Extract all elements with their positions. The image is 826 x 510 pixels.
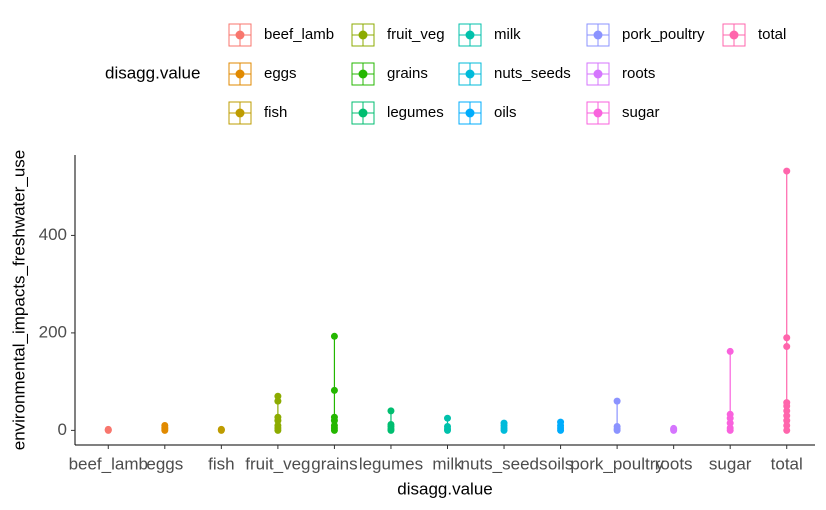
y-axis-label: environmental_impacts_freshwater_use [9,150,28,451]
point [783,417,791,425]
point [217,425,225,433]
point [330,386,338,394]
legend-label: oils [494,104,517,121]
legend-key-point [465,108,475,118]
x-tick-label: fruit_veg [245,454,310,473]
legend-title: disagg.value [105,63,200,82]
legend-key-point [358,69,368,79]
legend-label: grains [387,65,428,82]
x-tick-label: milk [432,454,463,473]
point [783,412,791,420]
legend-label: beef_lamb [264,26,334,43]
point [387,407,395,415]
x-tick-label: oils [548,454,574,473]
legend-label: sugar [622,104,660,121]
point [783,399,791,407]
y-tick-label: 400 [39,225,67,244]
legend-key-point [358,30,368,40]
x-tick-label: roots [655,454,693,473]
x-tick-label: pork_poultry [570,454,664,473]
point [783,422,791,430]
legend-key-point [235,69,245,79]
point [783,343,791,351]
x-tick-label: total [771,454,803,473]
legend-label: fruit_veg [387,26,445,43]
legend-key-point [465,30,475,40]
legend-label: total [758,26,786,43]
point [330,422,338,430]
legend-key-point [729,30,739,40]
legend-label: legumes [387,104,444,121]
point [330,413,338,421]
point [104,425,112,433]
point [500,419,508,427]
legend-label: nuts_seeds [494,65,571,82]
point [274,422,282,430]
point [783,167,791,175]
x-tick-label: sugar [709,454,752,473]
x-tick-label: legumes [359,454,423,473]
x-tick-label: fish [208,454,234,473]
legend-label: eggs [264,65,297,82]
legend-key-point [358,108,368,118]
legend-label: fish [264,104,287,121]
point [613,422,621,430]
point [726,410,734,418]
legend-label: roots [622,65,655,82]
point [444,422,451,430]
legend-key-point [593,30,603,40]
legend-label: pork_poultry [622,26,705,43]
point [274,397,282,405]
point [783,407,791,415]
point [783,334,791,342]
point [330,332,338,340]
x-tick-label: nuts_seeds [461,454,548,473]
point [557,418,565,426]
point [670,424,678,432]
point [444,414,451,422]
point [613,397,621,405]
point [726,424,734,432]
x-tick-label: grains [311,454,357,473]
legend-key-point [593,69,603,79]
point [274,413,282,421]
y-tick-label: 0 [58,420,67,439]
legend-label: milk [494,26,521,43]
x-tick-label: beef_lamb [69,454,148,473]
point [726,419,734,427]
legend-key-point [235,30,245,40]
point [387,421,395,429]
legend-key-point [593,108,603,118]
legend-key-point [235,108,245,118]
x-tick-label: eggs [146,454,183,473]
point [726,347,734,355]
legend-key-point [465,69,475,79]
x-axis-label: disagg.value [397,479,492,498]
point [161,422,169,430]
y-tick-label: 200 [39,322,67,341]
point [783,426,791,434]
point [274,392,282,400]
